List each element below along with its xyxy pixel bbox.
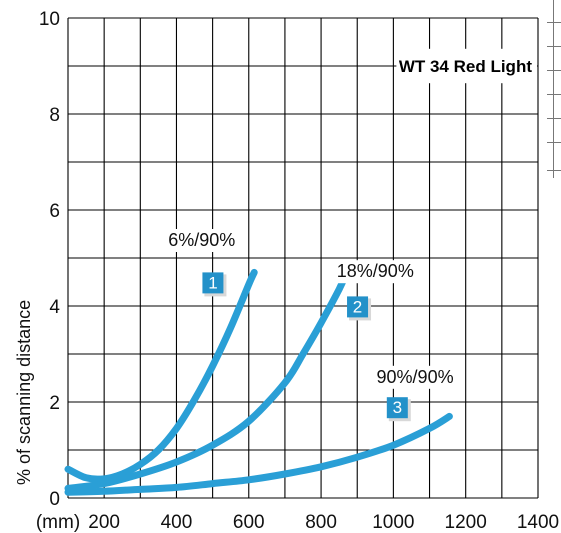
x-tick-label: 1400 [517, 512, 559, 533]
series-labels: 6%/90% 1 18%/90% 2 90%/90% 3 [168, 229, 454, 422]
y-tick-label: 4 [49, 297, 60, 318]
series-label-2: 18%/90% [337, 261, 414, 281]
y-axis-title: % of scanning distance [14, 300, 34, 485]
series-line-2 [64, 268, 350, 492]
series-line-1 [64, 268, 258, 483]
y-tick-label: 6 [49, 201, 60, 222]
grid [67, 17, 539, 499]
x-tick-label: 400 [161, 512, 193, 533]
badge-1 [202, 272, 224, 294]
cropped-table-fragment [547, 0, 561, 178]
series-label-background [376, 365, 454, 389]
x-tick-label: 1200 [445, 512, 487, 533]
badge-number-3: 3 [393, 398, 402, 417]
series-label-1: 6%/90% [168, 230, 235, 250]
series-label-background [168, 229, 236, 252]
y-tick-label: 2 [49, 393, 60, 414]
x-unit-label: (mm) [36, 512, 80, 533]
chart-title-background [396, 48, 537, 84]
badge-2 [347, 296, 369, 318]
badge-number-1: 1 [208, 273, 217, 292]
y-tick-label: 0 [49, 489, 60, 510]
x-tick-labels: 200 400 600 800 1000 1200 1400 [88, 512, 559, 533]
chart-title: WT 34 Red Light [399, 57, 533, 76]
badge-3 [386, 397, 408, 419]
badge-number-2: 2 [353, 297, 362, 316]
y-tick-label: 8 [49, 105, 60, 126]
series-curves [64, 268, 453, 496]
y-tick-labels: 0 2 4 6 8 10 [39, 9, 61, 510]
series-line-3 [64, 412, 453, 496]
series-label-background [336, 260, 415, 284]
x-tick-label: 800 [305, 512, 337, 533]
x-tick-label: 1000 [372, 512, 414, 533]
x-tick-label: 200 [88, 512, 120, 533]
series-label-3: 90%/90% [377, 367, 454, 387]
x-tick-label: 600 [233, 512, 265, 533]
y-tick-label: 10 [39, 9, 60, 30]
